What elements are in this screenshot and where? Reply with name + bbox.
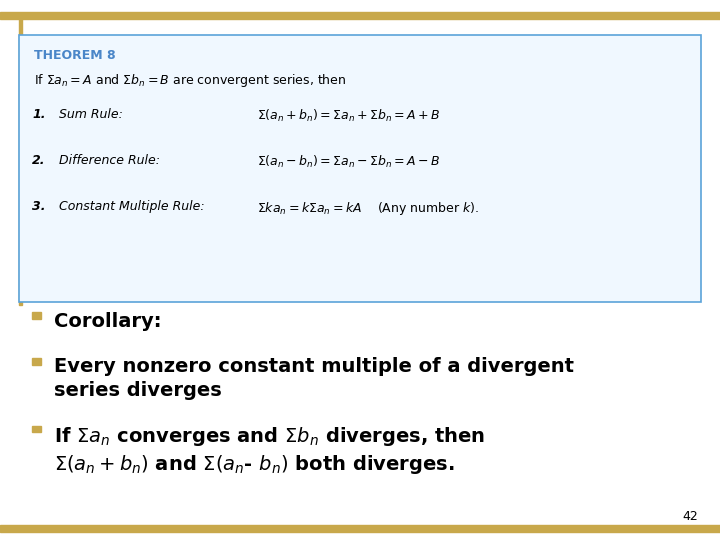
Bar bbox=[32, 426, 41, 432]
Text: 3.: 3. bbox=[32, 200, 46, 213]
Text: Constant Multiple Rule:: Constant Multiple Rule: bbox=[59, 200, 204, 213]
Text: Sum Rule:: Sum Rule: bbox=[59, 108, 123, 121]
Text: $\Sigma(a_n - b_n) = \Sigma a_n - \Sigma b_n = A - B$: $\Sigma(a_n - b_n) = \Sigma a_n - \Sigma… bbox=[257, 154, 441, 170]
Text: THEOREM 8: THEOREM 8 bbox=[34, 49, 115, 62]
Bar bbox=[32, 358, 41, 365]
Bar bbox=[0, 525, 720, 532]
Text: Difference Rule:: Difference Rule: bbox=[59, 154, 160, 167]
Bar bbox=[0, 12, 720, 19]
Text: Every nonzero constant multiple of a divergent
series diverges: Every nonzero constant multiple of a div… bbox=[54, 357, 574, 400]
Text: $\Sigma ka_n = k\Sigma a_n = kA \quad$ (Any number $k$).: $\Sigma ka_n = k\Sigma a_n = kA \quad$ (… bbox=[257, 200, 480, 217]
Bar bbox=[19, 19, 22, 305]
Text: 1.: 1. bbox=[32, 108, 46, 121]
FancyBboxPatch shape bbox=[19, 35, 701, 302]
Text: If $\Sigma a_n$ converges and $\Sigma b_n$ diverges, then
$\Sigma(a_n+b_n)$ and : If $\Sigma a_n$ converges and $\Sigma b_… bbox=[54, 425, 485, 476]
Text: If $\Sigma a_n = A$ and $\Sigma b_n = B$ are convergent series, then: If $\Sigma a_n = A$ and $\Sigma b_n = B$… bbox=[34, 72, 346, 89]
Text: Corollary:: Corollary: bbox=[54, 312, 161, 330]
Text: 42: 42 bbox=[683, 510, 698, 523]
Bar bbox=[32, 312, 41, 319]
Text: 2.: 2. bbox=[32, 154, 46, 167]
Text: $\Sigma(a_n + b_n) = \Sigma a_n + \Sigma b_n = A + B$: $\Sigma(a_n + b_n) = \Sigma a_n + \Sigma… bbox=[257, 108, 441, 124]
